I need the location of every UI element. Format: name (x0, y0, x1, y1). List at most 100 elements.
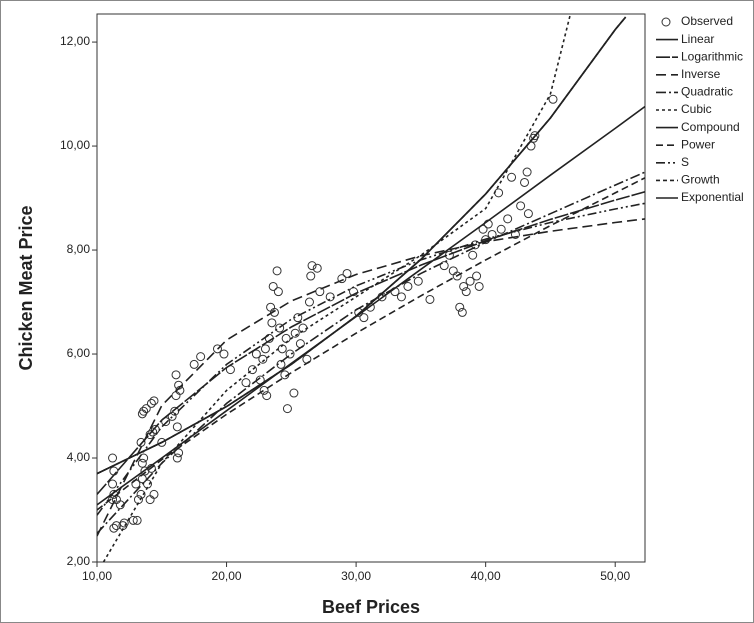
observed-point (487, 229, 497, 239)
observed-point (507, 172, 517, 182)
y-tick-label: 12,00 (60, 34, 90, 48)
observed-point (452, 271, 462, 281)
observed-point (522, 167, 532, 177)
fit-curve (97, 105, 645, 506)
observed-point (111, 521, 121, 531)
observed-point (285, 349, 295, 359)
observed-point (140, 466, 150, 476)
legend-label: Power (681, 137, 715, 151)
observed-point (465, 276, 475, 286)
observed-point (496, 224, 506, 234)
y-axis-title: Chicken Meat Price (16, 205, 36, 370)
observed-point (403, 281, 413, 291)
legend-label: Exponential (681, 190, 744, 204)
plot-area (96, 13, 646, 563)
x-tick-label: 20,00 (212, 569, 242, 583)
observed-point (307, 261, 317, 271)
y-tick-label: 8,00 (67, 242, 91, 256)
legend-label: Compound (681, 120, 740, 134)
observed-point (337, 274, 347, 284)
y-tick-label: 2,00 (67, 554, 91, 568)
observed-point (137, 458, 147, 468)
observed-point (241, 378, 251, 388)
observed-point (468, 250, 478, 260)
observed-point (108, 479, 118, 489)
observed-point (108, 453, 118, 463)
legend-label: Logarithmic (681, 49, 743, 63)
observed-point (267, 318, 277, 328)
observed-point (304, 297, 314, 307)
observed-point (455, 302, 465, 312)
observed-point (196, 352, 206, 362)
legend-symbol (661, 17, 671, 27)
observed-point (413, 276, 423, 286)
observed-point (520, 177, 530, 187)
observed-point (251, 349, 261, 359)
observed-point (171, 370, 181, 380)
fit-curve (97, 171, 645, 534)
legend-label: Growth (681, 173, 720, 187)
observed-point (145, 495, 155, 505)
observed-point (306, 271, 316, 281)
observed-point (359, 313, 369, 323)
y-tick-label: 6,00 (67, 346, 91, 360)
observed-point (312, 263, 322, 273)
observed-point (459, 281, 469, 291)
legend-label: Cubic (681, 102, 712, 116)
observed-point (548, 94, 558, 104)
observed-point (172, 422, 182, 432)
observed-point (146, 398, 156, 408)
x-tick-label: 40,00 (471, 569, 501, 583)
observed-point (457, 307, 467, 317)
observed-point (503, 214, 513, 224)
observed-point (259, 385, 269, 395)
observed-point (149, 396, 159, 406)
observed-point (472, 271, 482, 281)
x-tick-label: 30,00 (341, 569, 371, 583)
observed-point (189, 359, 199, 369)
observed-point (132, 515, 142, 525)
observed-point (342, 268, 352, 278)
observed-point (530, 131, 540, 141)
observed-point (262, 391, 272, 401)
observed-point (523, 209, 533, 219)
observed-point (439, 261, 449, 271)
fit-curve (97, 16, 627, 475)
observed-point (425, 294, 435, 304)
observed-point (461, 287, 471, 297)
curves (97, 15, 645, 562)
observed-point (139, 406, 149, 416)
x-tick-label: 10,00 (82, 569, 112, 583)
observed-point (141, 404, 151, 414)
observed-point (273, 287, 283, 297)
observed-point (269, 307, 279, 317)
legend-label: S (681, 155, 689, 169)
observed-point (268, 281, 278, 291)
observed-point (290, 328, 300, 338)
observed-point (219, 349, 229, 359)
x-axis-title: Beef Prices (322, 597, 420, 617)
legend-label: Quadratic (681, 85, 733, 99)
legend-label: Inverse (681, 67, 721, 81)
x-tick-label: 50,00 (600, 569, 630, 583)
y-tick-label: 10,00 (60, 138, 90, 152)
fit-curve (97, 202, 645, 516)
observed-point (474, 281, 484, 291)
observed-point (212, 344, 222, 354)
observed-point (247, 365, 257, 375)
observed-point (396, 292, 406, 302)
observed-point (157, 437, 167, 447)
observed-point (172, 453, 182, 463)
observed-point (516, 201, 526, 211)
fit-curve (97, 177, 645, 511)
y-tick-label: 4,00 (67, 450, 91, 464)
observed-point (128, 515, 138, 525)
fit-curve (102, 15, 571, 562)
observed-point (167, 411, 177, 421)
observed-point (289, 388, 299, 398)
observed-point (272, 266, 282, 276)
observed-point (258, 354, 268, 364)
fit-curve (97, 218, 645, 537)
observed-point (148, 427, 158, 437)
